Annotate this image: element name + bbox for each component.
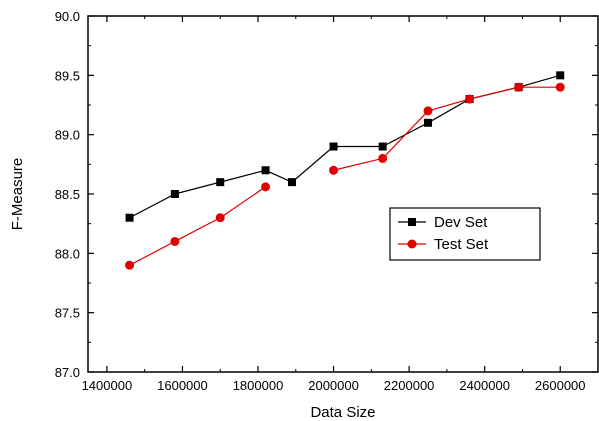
test-set-line [333, 86, 561, 171]
dev-set-point [329, 142, 338, 151]
y-tick-label: 89.5 [55, 68, 80, 83]
x-tick-label: 2400000 [459, 378, 510, 393]
legend-label-dev-set: Dev Set [434, 214, 488, 231]
plot-frame [87, 15, 599, 373]
x-tick-label: 1600000 [157, 378, 208, 393]
dev-set-line [129, 74, 561, 219]
test-set-point [215, 213, 225, 223]
test-set-point [261, 182, 271, 192]
y-tick-label: 88.5 [55, 187, 80, 202]
dev-set-point [216, 178, 225, 187]
legend-marker-dev-set [408, 218, 416, 226]
legend-label-test-set: Test Set [434, 236, 489, 253]
dev-set-point [170, 190, 179, 198]
test-set-point [465, 94, 475, 104]
test-set-point [514, 82, 524, 92]
test-set-point [555, 82, 565, 92]
dev-set-point [261, 166, 270, 175]
y-tick-label: 87.0 [55, 365, 80, 380]
y-tick-label: 88.0 [55, 246, 80, 261]
x-tick-label: 2000000 [308, 378, 359, 393]
legend-marker-test-set [407, 239, 417, 249]
x-tick-label: 1800000 [233, 378, 284, 393]
test-set-line [129, 186, 266, 266]
test-set-point [329, 165, 339, 175]
test-set-point [170, 236, 180, 246]
y-axis-title: F-Measure [9, 158, 26, 231]
x-tick-label: 2600000 [535, 378, 586, 393]
test-set-point [125, 260, 135, 270]
dev-set-point [378, 142, 387, 151]
y-tick-label: 90.0 [55, 9, 80, 24]
y-tick-label: 89.0 [55, 128, 80, 143]
dev-set-point [424, 118, 432, 127]
x-axis-title: Data Size [310, 404, 375, 421]
legend-box [389, 207, 541, 261]
x-tick-label: 2200000 [384, 378, 435, 393]
dev-set-point [288, 178, 296, 187]
test-set-point [378, 153, 388, 163]
dev-set-point [556, 71, 565, 80]
test-set-point [423, 106, 433, 116]
x-tick-label: 1400000 [82, 378, 133, 393]
dev-set-point [125, 213, 134, 222]
y-tick-label: 87.5 [55, 306, 80, 321]
